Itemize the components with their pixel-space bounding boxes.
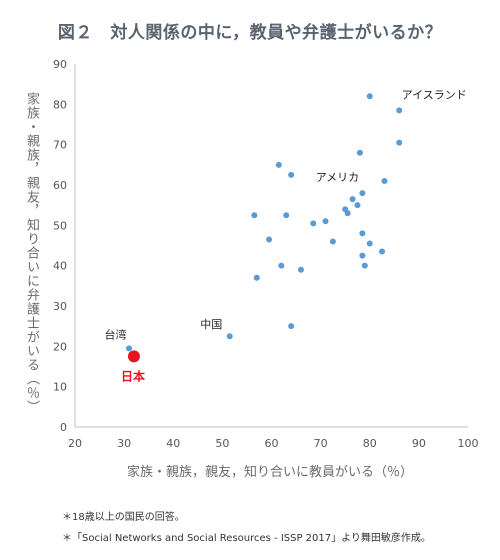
x-tick-label: 30 xyxy=(117,437,131,450)
y-tick-label: 0 xyxy=(60,421,67,434)
x-tick-label: 90 xyxy=(412,437,426,450)
data-point xyxy=(253,274,260,281)
data-point xyxy=(283,212,290,219)
x-tick-label: 100 xyxy=(458,437,479,450)
point-annotation: アメリカ xyxy=(316,171,359,184)
data-point xyxy=(381,177,388,184)
data-point xyxy=(344,210,351,217)
data-point xyxy=(288,171,295,178)
y-tick-label: 10 xyxy=(53,381,67,394)
y-tick-label: 40 xyxy=(53,260,67,273)
data-point xyxy=(359,252,366,259)
point-annotation: アイスランド xyxy=(402,88,467,101)
data-point xyxy=(266,236,273,243)
data-point xyxy=(226,333,233,340)
data-point xyxy=(278,262,285,269)
data-point xyxy=(288,323,295,330)
data-point xyxy=(275,161,282,168)
footnote-respondents: ＊18歳以上の国民の回答。 xyxy=(62,512,185,523)
data-point xyxy=(354,202,361,209)
x-tick-label: 40 xyxy=(166,437,180,450)
y-tick-label: 70 xyxy=(53,139,67,152)
data-point xyxy=(396,139,403,146)
y-tick-label: 60 xyxy=(53,179,67,192)
highlight-label-japan: 日本 xyxy=(121,368,145,383)
x-tick-label: 20 xyxy=(68,437,82,450)
footnote-source: ＊「Social Networks and Social Resources -… xyxy=(62,533,431,544)
x-tick-label: 70 xyxy=(314,437,328,450)
point-annotation: 台湾 xyxy=(104,327,126,341)
point-annotation: 中国 xyxy=(200,318,222,331)
x-axis-label: 家族・親族，親友，知り合いに教員がいる（％） xyxy=(126,465,413,480)
data-point xyxy=(396,107,403,114)
data-point xyxy=(366,93,373,100)
data-point xyxy=(251,212,258,219)
tick-labels: 0 10 20 30 40 50 60 70 80 90 20 30 40 50 60 70 80 90 100 xyxy=(53,58,479,450)
y-tick-label: 90 xyxy=(53,58,67,71)
y-tick-label: 80 xyxy=(53,98,67,111)
x-tick-label: 50 xyxy=(215,437,229,450)
x-tick-label: 80 xyxy=(363,437,377,450)
data-point xyxy=(297,266,304,273)
x-tick-label: 60 xyxy=(265,437,279,450)
y-tick-label: 20 xyxy=(53,340,67,353)
data-point xyxy=(126,345,133,352)
y-axis-label: 家族・親族，親友，知り合いに弁護士がいる（％） xyxy=(24,92,39,414)
data-point xyxy=(359,190,366,197)
data-point xyxy=(361,262,368,269)
data-point xyxy=(349,196,356,203)
y-tick-label: 30 xyxy=(53,300,67,313)
data-point xyxy=(366,240,373,247)
data-points xyxy=(126,93,403,363)
y-tick-label: 50 xyxy=(53,219,67,232)
axes xyxy=(74,64,468,428)
data-point xyxy=(359,230,366,237)
data-point xyxy=(379,248,386,255)
data-point xyxy=(322,218,329,225)
data-point xyxy=(356,149,363,156)
data-point xyxy=(329,238,336,245)
data-point xyxy=(310,220,317,227)
chart-title: 図２ 対人関係の中に，教員や弁護士がいるか？ xyxy=(57,23,443,43)
highlight-point-japan xyxy=(127,350,140,363)
